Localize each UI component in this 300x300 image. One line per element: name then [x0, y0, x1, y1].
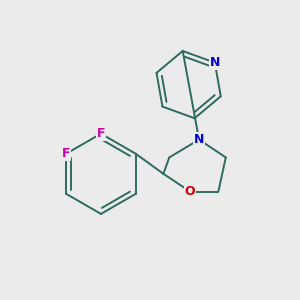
Text: N: N [194, 133, 204, 146]
Text: O: O [185, 185, 195, 198]
Text: F: F [62, 147, 70, 160]
Text: F: F [97, 127, 105, 140]
Text: N: N [210, 56, 220, 69]
